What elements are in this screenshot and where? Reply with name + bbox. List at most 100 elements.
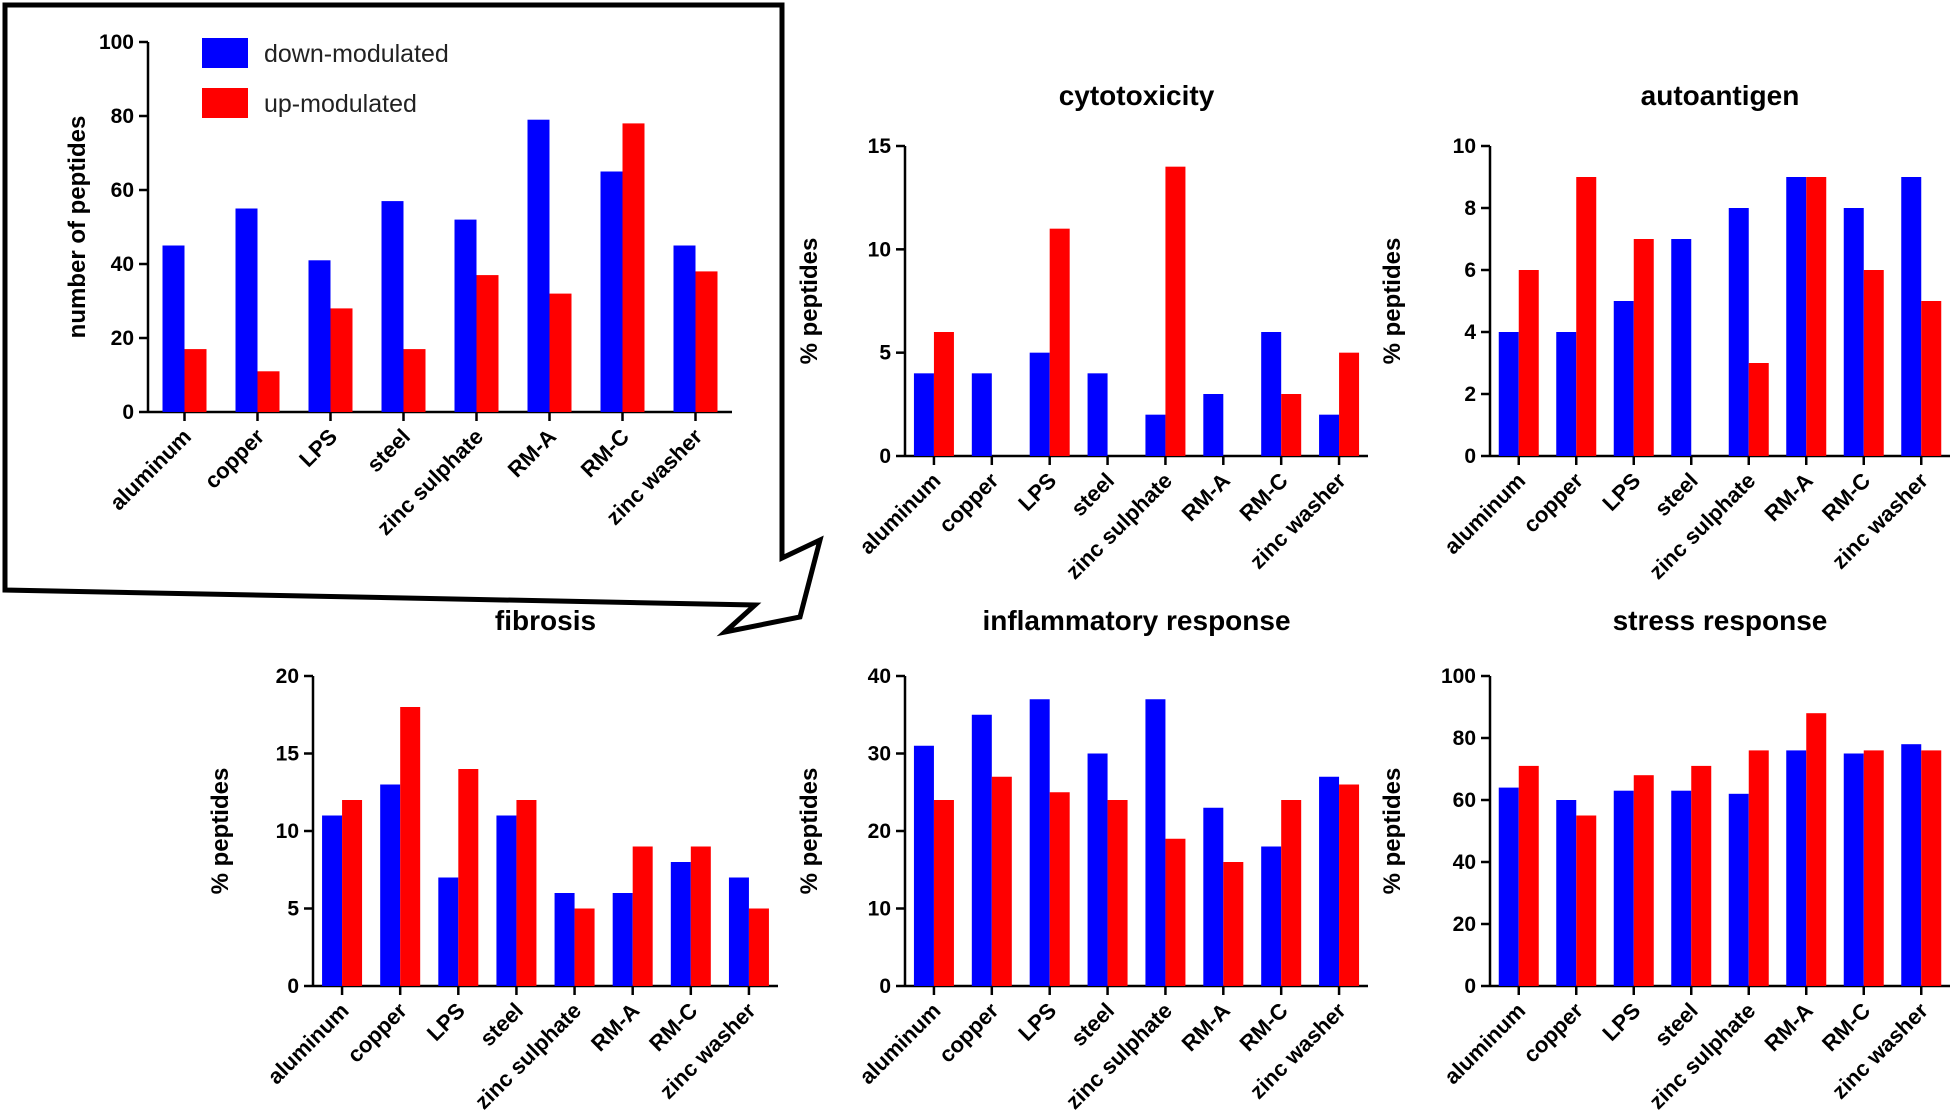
bar-down-steel bbox=[381, 201, 404, 412]
bar-up-aluminum bbox=[1518, 765, 1539, 986]
bar-up-copper bbox=[1576, 177, 1597, 456]
bar-up-rm-c bbox=[690, 846, 711, 986]
bar-down-rm-c bbox=[1843, 753, 1864, 986]
x-tick-label: copper bbox=[934, 468, 1004, 538]
bar-up-zinc-sulphate bbox=[1165, 166, 1186, 456]
y-tick-label: 0 bbox=[879, 445, 891, 468]
bar-up-rm-c bbox=[1281, 800, 1302, 986]
y-tick-label: 0 bbox=[287, 975, 299, 998]
chart-title: fibrosis bbox=[495, 605, 596, 636]
y-tick-label: 5 bbox=[287, 898, 299, 921]
bar-down-rm-c bbox=[1261, 846, 1282, 986]
x-tick-label: RM-A bbox=[1759, 468, 1817, 526]
x-tick-label: LPS bbox=[1013, 468, 1061, 516]
bar-down-aluminum bbox=[913, 373, 934, 456]
chart-title: stress response bbox=[1613, 605, 1828, 636]
x-tick-label: copper bbox=[1518, 468, 1588, 538]
y-tick-label: 30 bbox=[868, 743, 891, 766]
x-tick-label: LPS bbox=[1597, 468, 1645, 516]
x-tick-label: RM-A bbox=[503, 424, 561, 482]
bar-down-rm-c bbox=[1261, 332, 1282, 456]
x-tick-label: steel bbox=[1650, 998, 1703, 1051]
bar-down-rm-c bbox=[670, 862, 691, 986]
y-tick-label: 10 bbox=[276, 820, 299, 843]
y-tick-label: 100 bbox=[1441, 665, 1476, 688]
y-axis-title: % peptides bbox=[1379, 768, 1406, 895]
bar-down-lps bbox=[1029, 699, 1050, 986]
y-tick-label: 0 bbox=[879, 975, 891, 998]
x-tick-label: RM-A bbox=[1759, 998, 1817, 1056]
bar-down-rm-a bbox=[1203, 394, 1224, 456]
y-tick-label: 40 bbox=[111, 253, 134, 276]
y-tick-label: 2 bbox=[1464, 383, 1476, 406]
y-axis-title: % peptides bbox=[1379, 238, 1406, 365]
x-tick-label: RM-C bbox=[576, 424, 634, 482]
bar-up-steel bbox=[516, 800, 537, 986]
chart-title: autoantigen bbox=[1641, 80, 1800, 111]
y-axis-title: % peptides bbox=[207, 768, 234, 895]
x-tick-label: LPS bbox=[422, 998, 470, 1046]
y-tick-label: 40 bbox=[1453, 851, 1476, 874]
bar-up-steel bbox=[1691, 765, 1712, 986]
x-tick-label: zinc sulphate bbox=[470, 998, 586, 1114]
bar-down-rm-a bbox=[612, 893, 633, 986]
bar-up-zinc-washer bbox=[695, 271, 718, 412]
y-tick-label: 60 bbox=[111, 179, 134, 202]
bar-down-aluminum bbox=[322, 815, 343, 986]
bar-up-rm-a bbox=[1806, 177, 1827, 456]
bar-down-zinc-washer bbox=[1901, 744, 1922, 986]
x-tick-label: steel bbox=[1066, 468, 1119, 521]
bar-down-copper bbox=[1556, 332, 1577, 456]
bar-up-steel bbox=[403, 349, 426, 412]
y-tick-label: 15 bbox=[868, 135, 892, 158]
bar-up-zinc-sulphate bbox=[1165, 838, 1186, 986]
bar-down-steel bbox=[1087, 373, 1108, 456]
bar-down-zinc-sulphate bbox=[554, 893, 575, 986]
x-tick-label: zinc sulphate bbox=[1061, 998, 1177, 1114]
legend-swatch-down bbox=[202, 38, 248, 68]
chart-fibrosis: fibrosis % peptides 0 5 10 15 20 aluminumcopper… bbox=[207, 605, 778, 1114]
x-tick-label: steel bbox=[362, 424, 415, 477]
bar-down-aluminum bbox=[1498, 332, 1519, 456]
x-tick-label: aluminum bbox=[262, 998, 353, 1089]
x-tick-label: aluminum bbox=[854, 998, 945, 1089]
chart-stress: stress response % peptides 0 20 40 60 80 100 alu… bbox=[1379, 605, 1950, 1114]
bar-down-aluminum bbox=[913, 745, 934, 986]
bar-down-lps bbox=[308, 260, 331, 412]
callout-arrow-frame bbox=[2, 2, 824, 637]
bar-down-aluminum bbox=[1498, 787, 1519, 986]
bar-up-rm-c bbox=[1863, 750, 1884, 986]
bar-up-zinc-washer bbox=[1921, 301, 1942, 456]
x-tick-label: LPS bbox=[294, 424, 342, 472]
y-tick-label: 0 bbox=[122, 401, 134, 424]
y-tick-label: 100 bbox=[99, 31, 134, 54]
bar-up-lps bbox=[1049, 792, 1070, 986]
y-tick-label: 0 bbox=[1464, 975, 1476, 998]
bar-up-rm-a bbox=[1223, 862, 1244, 986]
bar-down-steel bbox=[1671, 790, 1692, 986]
legend: down-modulated up-modulated bbox=[202, 38, 449, 118]
x-tick-label: aluminum bbox=[1439, 468, 1530, 559]
bar-down-copper bbox=[380, 784, 401, 986]
bar-up-lps bbox=[1633, 239, 1654, 456]
x-tick-label: LPS bbox=[1013, 998, 1061, 1046]
y-tick-label: 8 bbox=[1464, 197, 1476, 220]
x-tick-label: aluminum bbox=[105, 424, 196, 515]
bar-up-copper bbox=[1576, 815, 1597, 986]
bar-up-copper bbox=[400, 707, 421, 986]
chart-title: cytotoxicity bbox=[1059, 80, 1215, 111]
x-tick-label: copper bbox=[934, 998, 1004, 1068]
x-tick-label: aluminum bbox=[1439, 998, 1530, 1089]
bar-down-aluminum bbox=[162, 245, 185, 412]
bar-up-copper bbox=[991, 776, 1012, 986]
bar-up-zinc-washer bbox=[748, 908, 769, 986]
chart-title: inflammatory response bbox=[982, 605, 1290, 636]
y-tick-label: 5 bbox=[879, 342, 891, 365]
bar-up-aluminum bbox=[933, 800, 954, 986]
y-tick-label: 80 bbox=[1453, 727, 1476, 750]
bar-up-lps bbox=[1633, 775, 1654, 986]
bar-up-aluminum bbox=[184, 349, 207, 412]
bar-down-lps bbox=[438, 877, 459, 986]
bar-up-zinc-sulphate bbox=[574, 908, 595, 986]
